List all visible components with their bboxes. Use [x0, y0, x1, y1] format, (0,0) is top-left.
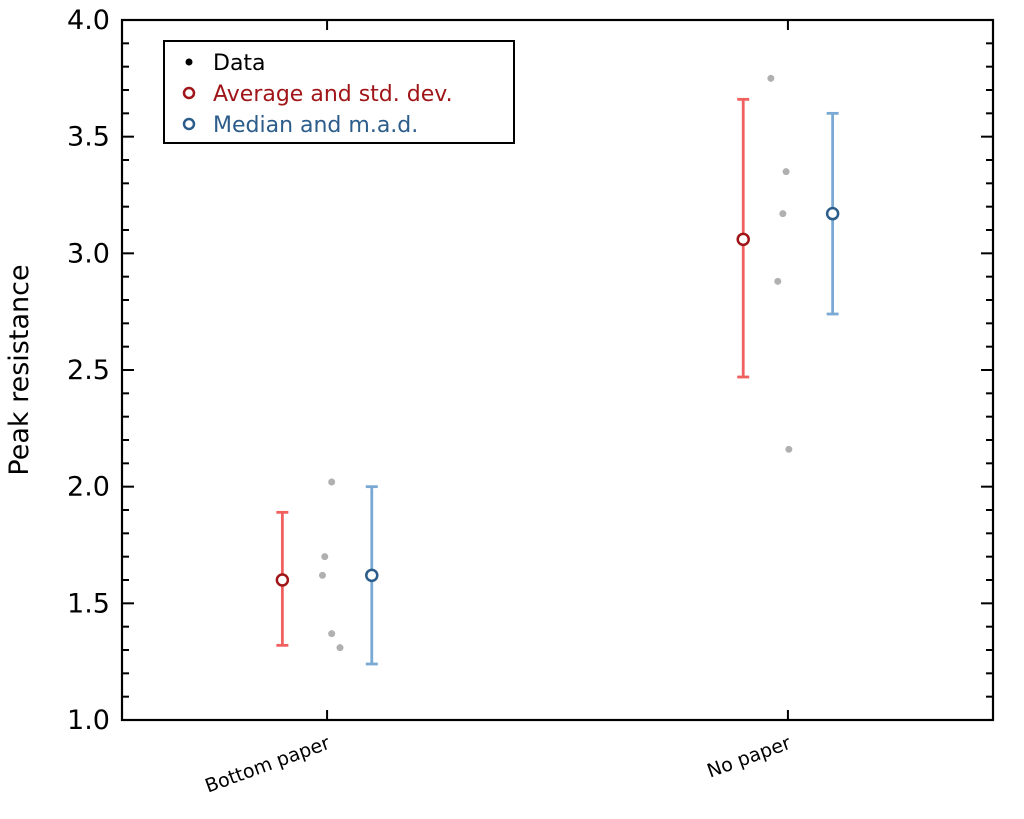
median-marker — [825, 206, 840, 221]
y-tick-label: 3.0 — [67, 238, 110, 269]
data-point — [336, 644, 344, 652]
data-point — [318, 571, 326, 579]
data-point — [785, 445, 793, 453]
median-marker — [365, 568, 379, 583]
y-tick-label: 4.0 — [67, 5, 110, 36]
legend-frame — [163, 40, 515, 144]
legend-label-average: Average and std. dev. — [213, 82, 453, 107]
y-tick-label: 1.5 — [67, 588, 110, 619]
data-point — [321, 553, 329, 561]
data-point — [767, 74, 775, 82]
legend-average-marker — [182, 86, 196, 100]
data-point — [782, 168, 790, 176]
legend-data-marker — [185, 58, 193, 66]
y-tick-label: 2.5 — [67, 355, 110, 386]
y-axis-label: Peak resistance — [4, 264, 35, 475]
data-point — [328, 630, 336, 638]
legend-label-median: Median and m.a.d. — [213, 113, 418, 138]
average-marker — [275, 573, 290, 587]
legend-label-data: Data — [213, 51, 266, 76]
legend: Data Average and std. dev. Median and m.… — [163, 40, 515, 144]
legend-median-marker — [182, 117, 196, 131]
data-point — [774, 277, 782, 285]
data-point — [328, 478, 336, 486]
data-point — [779, 210, 787, 218]
x-tick-label: No paper — [704, 732, 794, 783]
y-tick-label: 1.0 — [67, 705, 110, 736]
plot-marks — [275, 74, 840, 666]
x-tick-label: Bottom paper — [202, 732, 333, 798]
y-tick-label: 3.5 — [67, 122, 110, 153]
average-marker — [736, 232, 750, 247]
y-tick-label: 2.0 — [67, 472, 110, 503]
